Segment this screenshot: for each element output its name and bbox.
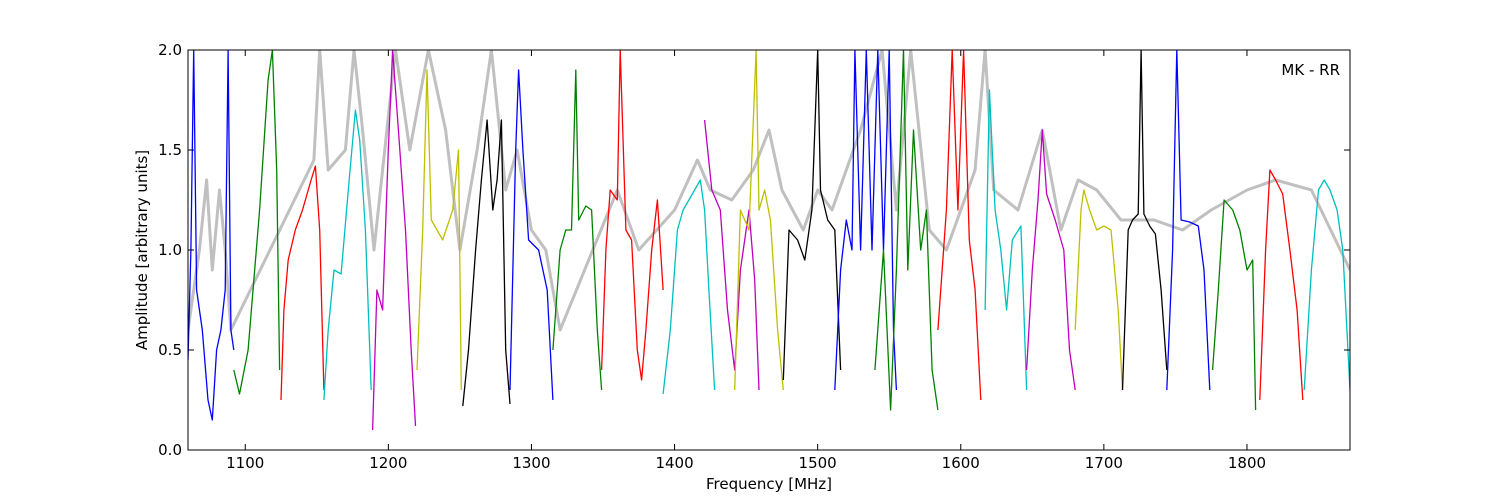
- series-line-8: [509, 69, 554, 401]
- x-tick-label: 1500: [799, 454, 837, 472]
- y-tick-label: 1.0: [158, 241, 182, 259]
- series-line-3: [280, 165, 325, 401]
- series-line-6: [416, 69, 462, 391]
- series-line-11: [662, 179, 716, 395]
- x-tick-label: 1700: [1085, 454, 1123, 472]
- ticks-layer: 1100 1200 1300 1400 1500 1600 1700 1800 0.0 0.5 1.…: [158, 41, 1350, 472]
- y-axis-label: Amplitude [arbitrary units]: [133, 150, 151, 350]
- series-line-23: [1211, 199, 1257, 411]
- y-tick-label: 0.5: [158, 341, 182, 359]
- series-line-10: [600, 50, 664, 381]
- series-line-4: [323, 109, 372, 401]
- x-tick-label: 1300: [512, 454, 550, 472]
- series-line-19: [1025, 129, 1076, 391]
- x-tick-label: 1100: [226, 454, 264, 472]
- series-line-background: [188, 50, 1350, 332]
- series-line-14: [782, 50, 842, 381]
- series-line-16: [874, 50, 939, 411]
- series-line-21: [1121, 50, 1168, 391]
- y-tick-label: 1.5: [158, 141, 182, 159]
- series-line-15: [834, 50, 898, 391]
- x-axis-label: Frequency [MHz]: [706, 475, 832, 493]
- series-line-13: [734, 50, 784, 391]
- x-tick-label: 1200: [369, 454, 407, 472]
- y-tick-label: 0.0: [158, 441, 182, 459]
- series-line-18: [984, 89, 1028, 391]
- series-layer: [188, 50, 1350, 431]
- series-line-1: [188, 50, 235, 421]
- series-line-5: [371, 50, 417, 431]
- plot-area: [188, 50, 1350, 431]
- x-tick-label: 1800: [1228, 454, 1266, 472]
- series-line-25: [1303, 179, 1350, 391]
- series-line-20: [1074, 189, 1124, 391]
- x-tick-label: 1400: [655, 454, 693, 472]
- series-line-9: [552, 69, 603, 391]
- series-line-2: [233, 50, 281, 395]
- y-tick-label: 2.0: [158, 41, 182, 59]
- series-line-7: [462, 119, 511, 407]
- series-line-22: [1166, 50, 1211, 391]
- series-line-17: [937, 50, 982, 401]
- x-tick-label: 1600: [942, 454, 980, 472]
- series-line-24: [1259, 169, 1304, 401]
- annotation-label: MK - RR: [1281, 61, 1340, 79]
